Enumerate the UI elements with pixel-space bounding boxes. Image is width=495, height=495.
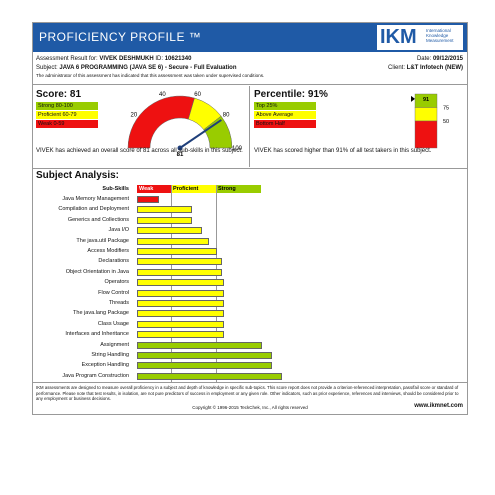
- subskill-label: Declarations: [98, 258, 129, 265]
- client-label: Client:: [387, 65, 405, 71]
- percentile-marker: [411, 95, 415, 102]
- subskill-bar: [137, 300, 224, 307]
- legend-item: Top 25%: [254, 102, 316, 110]
- disclaimer: IKM assessments are designed to measure …: [36, 385, 459, 401]
- score-gauge: 20 40 60 80 100 81: [127, 92, 243, 156]
- gauge-needle: [179, 119, 222, 149]
- logo-tagline: International Knowledge Measurement: [426, 28, 454, 43]
- band-header-strong: Strong: [216, 185, 261, 193]
- legend-item: Proficient 60-79: [36, 111, 98, 119]
- percentile-bar: 91 75 50: [411, 93, 449, 149]
- subskill-bar: [137, 268, 222, 276]
- subskill-bar: [137, 341, 262, 349]
- gauge-band: [127, 95, 195, 149]
- subject-name: JAVA 6 PROGRAMMING (JAVA SE 6) - Secure …: [59, 65, 237, 71]
- id-label: ID:: [155, 56, 164, 62]
- subskill-bar: [137, 258, 222, 266]
- subskill-label: Compilation and Deployment: [58, 206, 129, 213]
- subskill-bar: [137, 310, 224, 318]
- divider: [33, 84, 467, 85]
- subskill-bar: [137, 227, 202, 235]
- band-header-proficient: Proficient: [171, 185, 216, 193]
- supervision-note: The administrator of this assessment has…: [36, 73, 265, 78]
- percentile-band: [414, 120, 438, 149]
- subskill-bar: [137, 320, 224, 328]
- candidate-name: VIVEK DESHMUKH: [99, 56, 154, 62]
- divider: [33, 168, 467, 169]
- subskill-label: Java Program Construction: [62, 372, 129, 379]
- percentile-value-label: 91: [423, 97, 429, 103]
- subskill-bar: [137, 362, 272, 370]
- gauge-tick-label: 40: [159, 92, 166, 98]
- subskill-bar: [137, 289, 224, 297]
- percentile-heading: Percentile: 91%: [254, 89, 328, 100]
- legend-item: Strong 80-100: [36, 102, 98, 110]
- ikm-logo: IKM International Knowledge Measurement: [377, 25, 463, 50]
- candidate-id: 10621340: [164, 56, 192, 62]
- subskill-bar: [137, 206, 192, 214]
- client-line: Client: L&T Infotech (NEW): [388, 65, 463, 71]
- copyright: Copyright © 1996-2015 TeckChek, Inc., Al…: [192, 405, 308, 410]
- subskill-label: The java.util Package: [76, 237, 129, 244]
- percentile-scale-label: 50: [443, 119, 449, 125]
- subskill-label: Assignment: [100, 341, 129, 348]
- client-name: L&T Infotech (NEW): [406, 65, 463, 71]
- subskill-label: Interfaces and Inheritance: [65, 331, 129, 338]
- subskill-label: Access Modifiers: [87, 248, 129, 254]
- divider: [33, 382, 467, 383]
- date-line: Date: 09/12/2015: [417, 56, 463, 62]
- subskill-label: Operators: [104, 279, 129, 286]
- subskill-bar: [137, 216, 192, 224]
- subskill-bar: [137, 372, 282, 380]
- gauge-band: [203, 115, 233, 149]
- panel-divider: [249, 86, 250, 167]
- gauge-tick-label: 100: [232, 146, 243, 152]
- subskill-label: String Handling: [91, 352, 129, 358]
- subskill-bar: [137, 237, 209, 245]
- subskill-label: Flow Control: [98, 289, 129, 296]
- subskill-label: Java I/O: [108, 227, 129, 234]
- report-header: PROFICIENCY PROFILE ™ IKM International …: [33, 23, 467, 52]
- subskill-label: The java.lang Package: [73, 310, 129, 317]
- subskill-bar: [137, 352, 272, 359]
- subskill-label: Java Memory Management: [62, 196, 129, 202]
- assessment-date: 09/12/2015: [432, 56, 463, 62]
- legend-item: Weak 0-59: [36, 120, 98, 128]
- subject-line: Subject: JAVA 6 PROGRAMMING (JAVA SE 6) …: [36, 65, 237, 71]
- subskill-bar: [137, 279, 224, 287]
- legend-item: Above Average: [254, 111, 316, 119]
- subskill-label: Object Orientation in Java: [65, 268, 129, 275]
- subskill-label: Exception Handling: [81, 362, 129, 369]
- result-label: Assessment Result for:: [36, 56, 98, 62]
- score-panel: Score: 81 Strong 80-100 Proficient 60-79 W…: [33, 86, 247, 167]
- subskill-bar: [137, 331, 224, 339]
- subskill-label: Generics and Collections: [67, 216, 129, 223]
- subskill-label: Threads: [108, 300, 129, 306]
- assessment-result-line: Assessment Result for: VIVEK DESHMUKH ID…: [36, 56, 191, 62]
- band-header-weak: Weak: [137, 185, 171, 193]
- percentile-panel: Percentile: 91% Top 25% Above Average Bott…: [251, 86, 465, 167]
- gauge-tick-label: 80: [223, 112, 230, 118]
- percentile-description: VIVEK has scored higher than 91% of all …: [254, 148, 432, 154]
- gauge-hub: [177, 145, 183, 151]
- gauge-value-label: 81: [177, 152, 184, 156]
- subskill-bar: [137, 248, 217, 255]
- report-frame: PROFICIENCY PROFILE ™ IKM International …: [32, 22, 468, 415]
- score-description: VIVEK has achieved an overall score of 8…: [36, 148, 243, 154]
- subject-label: Subject:: [36, 65, 58, 71]
- subskill-bar: [137, 196, 159, 203]
- subskill-label: Class Usage: [97, 320, 129, 327]
- subject-analysis-title: Subject Analysis:: [36, 170, 119, 181]
- score-heading: Score: 81: [36, 89, 82, 100]
- gauge-tick-label: 60: [194, 92, 201, 98]
- gauge-tick-label: 20: [131, 112, 138, 118]
- date-label: Date:: [416, 56, 432, 62]
- legend-item: Bottom Half: [254, 120, 316, 128]
- page-title: PROFICIENCY PROFILE ™: [39, 30, 202, 44]
- logo-text: IKM: [380, 26, 417, 48]
- website-link[interactable]: www.ikmnet.com: [414, 403, 463, 409]
- percentile-scale-label: 75: [443, 106, 449, 112]
- percentile-band: [414, 107, 438, 122]
- subskills-header: Sub-Skills: [102, 186, 129, 192]
